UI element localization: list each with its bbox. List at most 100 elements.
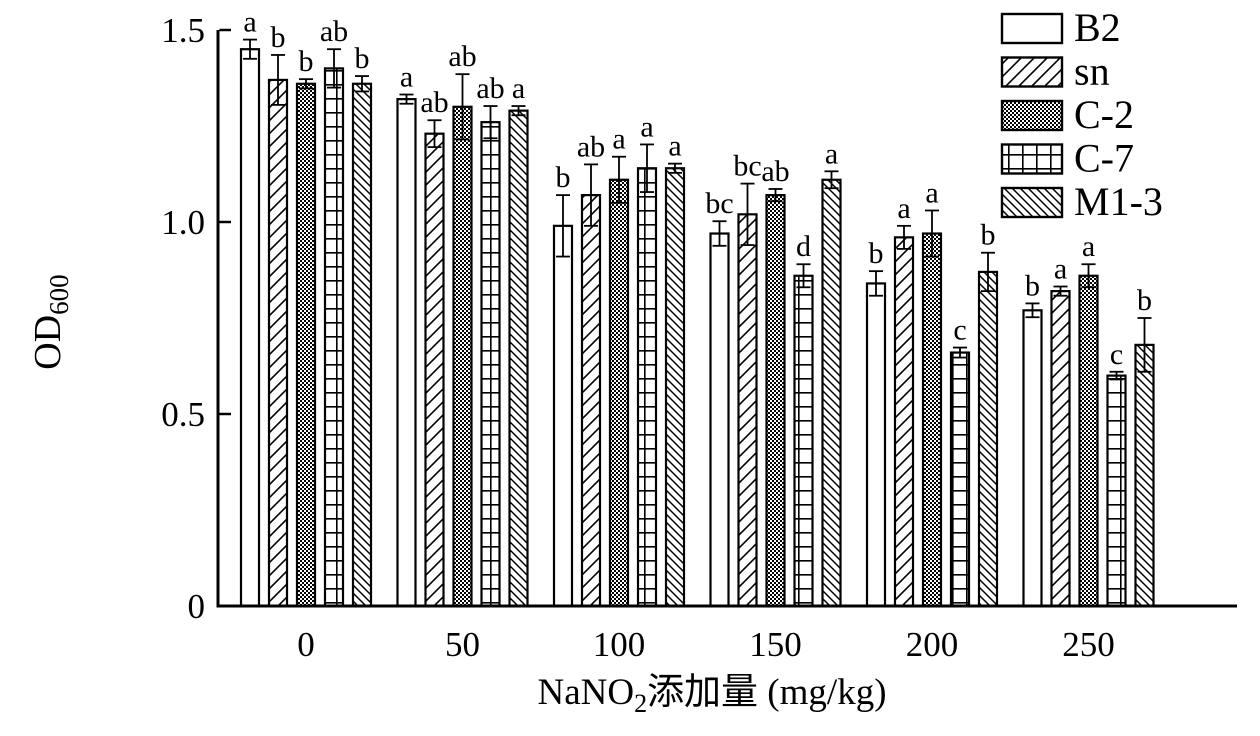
bar-M1-3-100: [664, 167, 686, 608]
sig-letter-C-2-100: a: [612, 123, 625, 156]
bar-B2-150: [709, 232, 730, 608]
error-bar-C-2-150: [768, 188, 783, 203]
bar-C-2-250: [1078, 274, 1099, 608]
bar-sn-100: [580, 194, 602, 608]
bar-B2-200: [865, 282, 887, 608]
bar-sn-150: [737, 213, 758, 608]
error-bar-sn-100: [584, 163, 598, 227]
sig-letter-sn-250: a: [1054, 253, 1067, 286]
error-bar-C-7-150: [796, 263, 811, 289]
error-bar-C-7-50: [483, 105, 498, 140]
sig-letter-sn-0: b: [271, 21, 286, 54]
error-bar-C-2-200: [925, 209, 939, 258]
x-tick-label: 100: [593, 625, 646, 664]
error-bar-C-2-50: [455, 73, 470, 141]
sig-letter-M1-3-250: b: [1137, 284, 1152, 317]
error-bar-M1-3-100: [668, 162, 682, 174]
sig-letter-C-7-50: ab: [476, 72, 504, 105]
legend-label-C-7: C-7: [1074, 136, 1134, 181]
bar-C-7-0: [323, 67, 345, 608]
error-bar-B2-150: [712, 220, 727, 247]
legend-swatch-sn: [1000, 56, 1064, 88]
sig-letter-C-7-200: c: [953, 314, 966, 347]
legend-label-sn: sn: [1074, 49, 1110, 94]
error-bar-C-7-200: [953, 346, 967, 359]
error-bar-sn-50: [427, 119, 442, 149]
error-bar-C-7-250: [1109, 370, 1124, 381]
sig-letter-sn-50: ab: [420, 86, 448, 119]
error-bar-M1-3-150: [824, 170, 839, 190]
sig-letter-B2-0: a: [243, 6, 256, 39]
legend-label-C-2: C-2: [1074, 92, 1134, 137]
sig-letter-C-2-0: b: [299, 45, 314, 78]
sig-letter-M1-3-200: b: [981, 219, 996, 252]
x-tick-label: 0: [297, 625, 315, 664]
legend-item-B2: B2: [1000, 5, 1121, 50]
bar-C-7-100: [636, 167, 658, 608]
x-tick-label: 50: [445, 625, 480, 664]
bar-B2-0: [239, 48, 261, 608]
bar-C-2-150: [765, 194, 786, 608]
legend-swatch-C-7: [1000, 143, 1064, 175]
bar-C-7-200: [949, 351, 971, 608]
bar-C-2-100: [608, 178, 630, 608]
sig-letter-B2-100: b: [556, 161, 571, 194]
sig-letter-C-7-100: a: [640, 110, 653, 143]
bar-M1-3-150: [821, 178, 842, 608]
error-bar-C-7-100: [640, 143, 654, 193]
sig-letter-sn-200: a: [897, 192, 910, 225]
bar-M1-3-0: [351, 82, 373, 608]
sig-letter-B2-150: bc: [705, 187, 733, 220]
bar-B2-50: [396, 98, 417, 608]
sig-letter-B2-200: b: [869, 237, 884, 270]
bar-sn-50: [424, 132, 445, 608]
bar-sn-0: [267, 78, 289, 608]
y-tick-label: 0.5: [161, 395, 205, 434]
error-bar-M1-3-250: [1137, 317, 1152, 373]
legend-item-C-2: C-2: [1000, 92, 1134, 137]
bar-sn-200: [893, 236, 915, 608]
sig-letter-M1-3-100: a: [668, 130, 681, 163]
sig-letter-B2-250: b: [1025, 269, 1040, 302]
error-bar-M1-3-200: [981, 251, 995, 293]
legend-item-C-7: C-7: [1000, 136, 1134, 181]
sig-letter-C-2-50: ab: [448, 40, 476, 73]
legend-swatch-M1-3: [1000, 186, 1064, 219]
y-tick-label: 1.5: [161, 11, 205, 50]
sig-letter-M1-3-0: b: [355, 42, 370, 75]
legend-item-sn: sn: [1000, 49, 1110, 94]
error-bar-M1-3-50: [511, 105, 526, 117]
error-bar-C-2-100: [612, 155, 626, 204]
x-tick-label: 200: [906, 625, 959, 664]
sig-letter-M1-3-150: a: [825, 137, 838, 170]
bar-B2-100: [552, 224, 574, 608]
legend-swatch-C-2: [1000, 99, 1064, 132]
error-bar-sn-200: [897, 224, 911, 250]
bar-sn-250: [1050, 290, 1071, 608]
y-axis-title: OD600: [27, 274, 74, 369]
error-bar-C-7-0: [327, 48, 341, 89]
legend-item-M1-3: M1-3: [1000, 179, 1163, 224]
legend-swatch-B2: [1000, 12, 1064, 45]
bar-C-7-250: [1106, 374, 1127, 608]
bar-M1-3-200: [977, 270, 999, 608]
error-bar-sn-0: [271, 54, 285, 106]
x-tick-label: 250: [1062, 625, 1115, 664]
bar-C-7-50: [480, 121, 501, 608]
x-tick-label: 150: [749, 625, 802, 664]
bar-C-7-150: [793, 274, 814, 608]
bar-C-2-50: [452, 105, 473, 608]
bar-M1-3-50: [508, 109, 529, 608]
axis-lines: [216, 30, 1237, 608]
error-bar-B2-200: [869, 270, 883, 297]
error-bar-B2-50: [399, 93, 414, 105]
sig-letter-C-2-250: a: [1082, 230, 1095, 263]
error-bar-B2-250: [1025, 302, 1040, 319]
sig-letter-sn-100: ab: [577, 130, 605, 163]
error-bar-C-2-250: [1081, 263, 1096, 289]
sig-letter-C-7-0: ab: [320, 15, 348, 48]
